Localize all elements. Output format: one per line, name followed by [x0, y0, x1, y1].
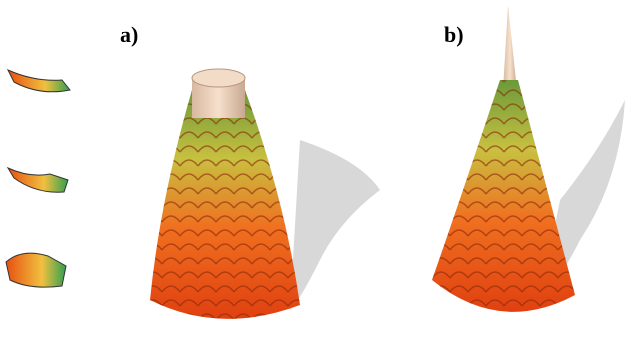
shadow — [290, 140, 380, 310]
stem — [503, 5, 517, 90]
figure: a) b) — [0, 0, 636, 337]
leaf-shape — [6, 253, 66, 287]
leaf-examples — [6, 70, 70, 287]
tree-scales — [150, 90, 300, 319]
tree-b — [432, 5, 625, 312]
panel-label: b) — [444, 22, 464, 47]
page: a) b) (() => { const data = JSON.parse(d… — [0, 0, 636, 337]
tree-scales — [432, 80, 575, 312]
leaf-shape — [8, 70, 70, 92]
panel-label: a) — [120, 22, 138, 47]
tree-a — [150, 69, 380, 319]
leaf-shape — [8, 168, 68, 192]
stem-top — [192, 69, 245, 87]
